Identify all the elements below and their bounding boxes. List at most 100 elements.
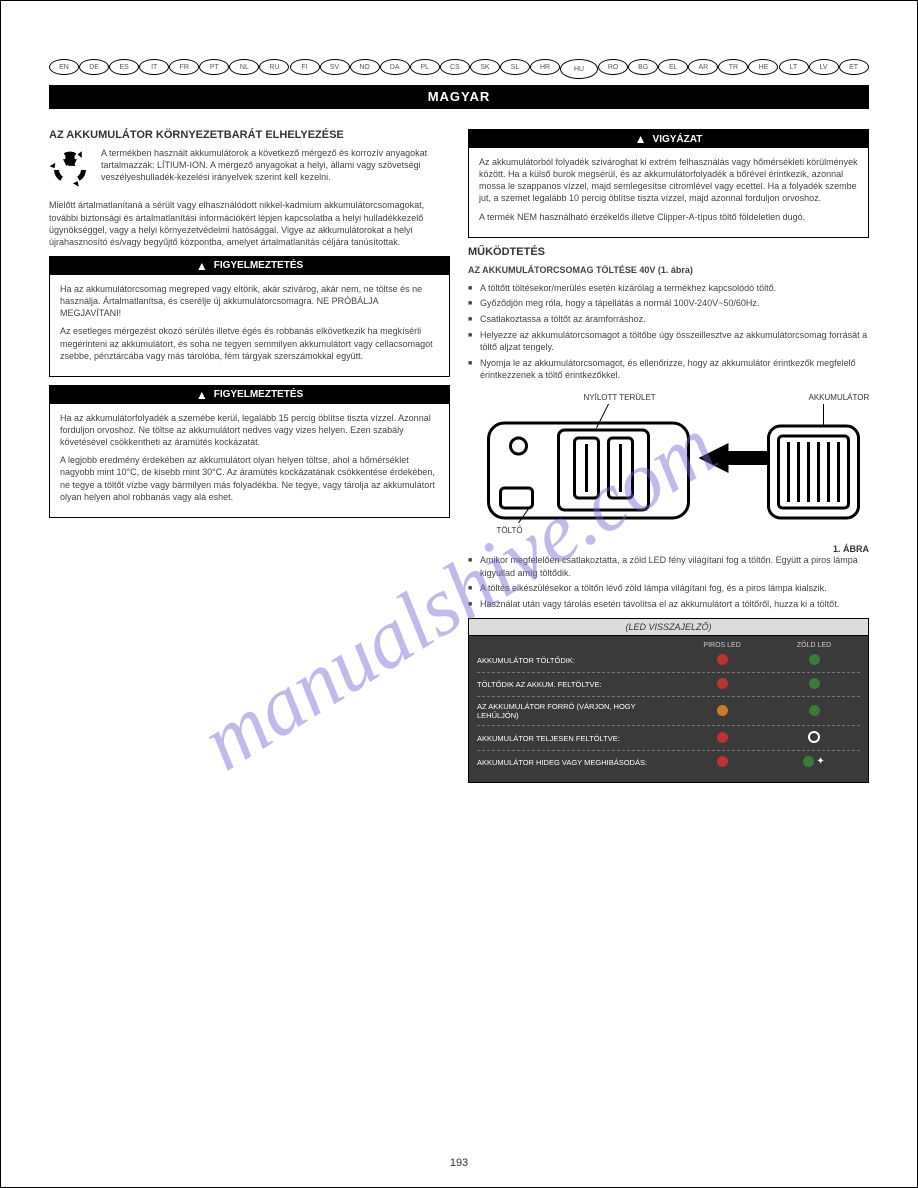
lang-oval-fi: FI — [290, 59, 320, 75]
lang-oval-pt: PT — [199, 59, 229, 75]
lang-oval-nl: NL — [229, 59, 259, 75]
disposal-para-2: Mielőtt ártalmatlanítaná a sérült vagy e… — [49, 199, 450, 248]
warning-body-2: Ha az akkumulátorfolyadék a szemébe kerü… — [50, 404, 449, 517]
led-indicator-table: (LED VISSZAJELZŐ) PIROS LED ZÖLD LED AKK… — [468, 618, 869, 783]
charger-diagram: NYÍLOTT TERÜLET AKKUMULÁTOR — [468, 388, 869, 538]
recycle-text: A termékben használt akkumulátorok a köv… — [101, 147, 450, 183]
figure-label: 1. ÁBRA — [468, 544, 869, 554]
lang-oval-ru: RU — [259, 59, 289, 75]
led-cell — [676, 756, 768, 769]
led-row-label: AKKUMULÁTOR HIDEG VAGY MEGHIBÁSODÁS: — [477, 758, 676, 767]
lang-oval-sl: SL — [500, 59, 530, 75]
led-dot-icon — [809, 678, 820, 689]
led-row-label: AKKUMULÁTOR TÖLTŐDIK: — [477, 656, 676, 665]
led-dot-icon — [717, 705, 728, 716]
led-row: AKKUMULÁTOR TELJESEN FELTÖLTVE: — [477, 726, 860, 751]
lang-oval-tr: TR — [718, 59, 748, 75]
lang-oval-it: IT — [139, 59, 169, 75]
led-dot-icon — [717, 732, 728, 743]
caution-p1: Az akkumulátorból folyadék szivároghat k… — [479, 156, 858, 205]
led-dot-icon — [809, 654, 820, 665]
lang-oval-da: DA — [380, 59, 410, 75]
warning-box-1: ▲ FIGYELMEZTETÉS Ha az akkumulátorcsomag… — [49, 256, 450, 377]
warning-header-2-text: FIGYELMEZTETÉS — [214, 389, 303, 400]
lang-oval-el: EL — [658, 59, 688, 75]
warning-header-1-text: FIGYELMEZTETÉS — [214, 260, 303, 271]
warning-1-p2: Az esetleges mérgezést okozó sérülés ill… — [60, 325, 439, 361]
led-ring-icon — [808, 731, 820, 743]
charging-bullets-1: A töltőtt töltésekor/merülés esetén kizá… — [468, 282, 869, 382]
led-dot-icon — [717, 756, 728, 767]
list-item: Nyomja le az akkumulátorcsomagot, és ell… — [480, 357, 869, 382]
led-col-blank — [477, 642, 676, 649]
led-row-label: TÖLTŐDIK AZ AKKUM. FELTÖLTVE: — [477, 680, 676, 689]
lang-oval-fr: FR — [169, 59, 199, 75]
content-columns: AZ AKKUMULÁTOR KÖRNYEZETBARÁT ELHELYEZÉS… — [49, 121, 869, 783]
lang-oval-ro: RO — [598, 59, 628, 75]
lang-oval-cs: CS — [440, 59, 470, 75]
lang-oval-ar: AR — [688, 59, 718, 75]
led-row: AZ AKKUMULÁTOR FORRÓ (VÁRJON, HOGY LEHŰL… — [477, 697, 860, 726]
warning-triangle-icon: ▲ — [196, 260, 208, 272]
left-column: AZ AKKUMULÁTOR KÖRNYEZETBARÁT ELHELYEZÉS… — [49, 121, 450, 783]
led-cell — [676, 678, 768, 691]
arrow-icon — [699, 443, 769, 473]
lang-oval-he: HE — [748, 59, 778, 75]
title-bar: MAGYAR — [49, 85, 869, 109]
list-item: Helyezze az akkumulátorcsomagot a töltőb… — [480, 329, 869, 354]
warning-box-2: ▲ FIGYELMEZTETÉS Ha az akkumulátorfolyad… — [49, 385, 450, 518]
caution-box: ▲ VIGYÁZAT Az akkumulátorból folyadék sz… — [468, 129, 869, 238]
led-cell — [768, 654, 860, 667]
right-column: ▲ VIGYÁZAT Az akkumulátorból folyadék sz… — [468, 121, 869, 783]
lang-oval-lt: LT — [779, 59, 809, 75]
charging-subtitle: AZ AKKUMULÁTORCSOMAG TÖLTÉSE 40V (1. ábr… — [468, 264, 869, 276]
list-item: Amikor megfelelően csatlakoztatta, a zöl… — [480, 554, 869, 579]
led-row-label: AKKUMULÁTOR TELJESEN FELTÖLTVE: — [477, 734, 676, 743]
section-title-operation: MŰKÖDTETÉS — [468, 246, 869, 258]
led-dot-icon — [717, 654, 728, 665]
led-cell — [768, 731, 860, 745]
caution-p2: A termék NEM használható érzékelős illet… — [479, 211, 858, 223]
led-table-title: (LED VISSZAJELZŐ) — [469, 619, 868, 636]
lang-oval-hu: HU — [560, 59, 598, 79]
lang-oval-et: ET — [839, 59, 869, 75]
led-col-red: PIROS LED — [676, 642, 768, 649]
lang-oval-de: DE — [79, 59, 109, 75]
list-item: A töltés elkészülésekor a töltőn lévő zö… — [480, 582, 869, 595]
warning-1-p1: Ha az akkumulátorcsomag megreped vagy el… — [60, 283, 439, 319]
led-table-header-row: PIROS LED ZÖLD LED — [477, 642, 860, 649]
language-ovals-row: ENDEESITFRPTNLRUFISVNODAPLCSSKSLHRHUROBG… — [49, 59, 869, 79]
lang-oval-sk: SK — [470, 59, 500, 75]
caution-body: Az akkumulátorból folyadék szivároghat k… — [469, 148, 868, 237]
led-cell — [676, 705, 768, 718]
diagram-label-slot: NYÍLOTT TERÜLET — [584, 393, 656, 402]
warning-2-p1: Ha az akkumulátorfolyadék a szemébe kerü… — [60, 412, 439, 448]
diagram-label-battery: AKKUMULÁTOR — [809, 393, 870, 402]
warning-body-1: Ha az akkumulátorcsomag megreped vagy el… — [50, 275, 449, 376]
led-dot-icon — [809, 705, 820, 716]
page: ENDEESITFRPTNLRUFISVNODAPLCSSKSLHRHUROBG… — [0, 0, 918, 1188]
led-cell — [676, 732, 768, 745]
lang-oval-en: EN — [49, 59, 79, 75]
led-col-green: ZÖLD LED — [768, 642, 860, 649]
warning-header-2: ▲ FIGYELMEZTETÉS — [50, 386, 449, 404]
led-row: TÖLTŐDIK AZ AKKUM. FELTÖLTVE: — [477, 673, 860, 697]
led-table-body: PIROS LED ZÖLD LED AKKUMULÁTOR TÖLTŐDIK:… — [469, 636, 868, 782]
led-cell — [676, 654, 768, 667]
caution-header: ▲ VIGYÁZAT — [469, 130, 868, 148]
lang-oval-es: ES — [109, 59, 139, 75]
recycle-paragraph-block: A termékben használt akkumulátorok a köv… — [49, 147, 450, 189]
lang-oval-sv: SV — [320, 59, 350, 75]
led-row: AKKUMULÁTOR TÖLTŐDIK: — [477, 649, 860, 673]
section-title-disposal: AZ AKKUMULÁTOR KÖRNYEZETBARÁT ELHELYEZÉS… — [49, 129, 450, 141]
warning-2-p2: A legjobb eredmény érdekében az akkumulá… — [60, 454, 439, 503]
led-cell — [768, 705, 860, 718]
warning-triangle-icon: ▲ — [635, 133, 647, 145]
lang-oval-hr: HR — [530, 59, 560, 75]
recycle-icon — [49, 147, 91, 189]
diagram-label-charger: TÖLTŐ — [497, 526, 523, 535]
led-row: AKKUMULÁTOR HIDEG VAGY MEGHIBÁSODÁS:✦ — [477, 751, 860, 774]
list-item: Győződjön meg róla, hogy a tápellátás a … — [480, 297, 869, 310]
list-item: Csatlakoztassa a töltőt az áramforráshoz… — [480, 313, 869, 326]
diagram-svg: NYÍLOTT TERÜLET AKKUMULÁTOR — [468, 388, 869, 538]
